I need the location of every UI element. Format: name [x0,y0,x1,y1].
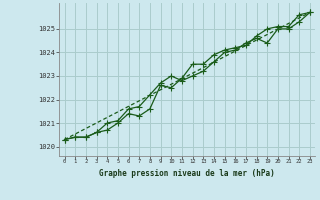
X-axis label: Graphe pression niveau de la mer (hPa): Graphe pression niveau de la mer (hPa) [99,169,275,178]
